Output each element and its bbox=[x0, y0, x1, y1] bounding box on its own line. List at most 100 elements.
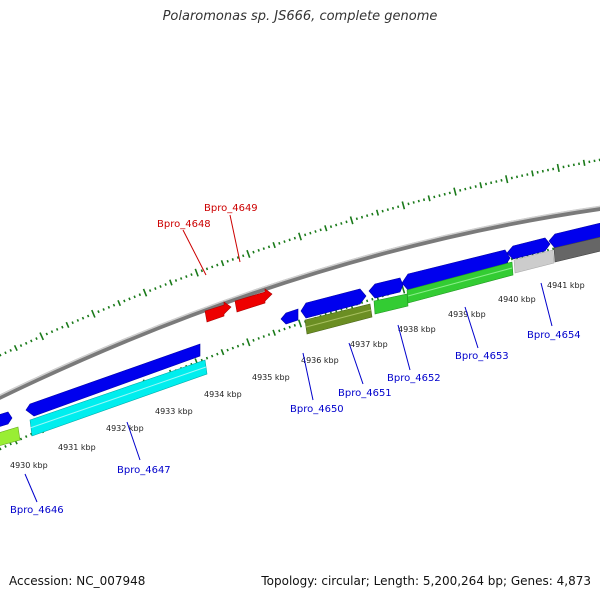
ruler-tick bbox=[45, 332, 49, 336]
ruler-tick bbox=[433, 195, 436, 199]
ruler-tick bbox=[582, 159, 586, 166]
ruler-tick bbox=[148, 289, 152, 293]
gene-label-bpro-4646[interactable]: Bpro_4646 bbox=[10, 505, 64, 516]
tick-label: 4932 kbp bbox=[106, 424, 144, 433]
gene-label-bpro-4651[interactable]: Bpro_4651 bbox=[338, 388, 392, 399]
ruler-tick bbox=[479, 182, 483, 189]
ruler-tick bbox=[35, 337, 38, 341]
cds-bpro-4649[interactable] bbox=[234, 288, 273, 313]
ruler-tick bbox=[252, 338, 255, 342]
ruler-tick bbox=[546, 248, 550, 252]
cds-bpro-4648[interactable] bbox=[204, 301, 232, 323]
ruler-tick bbox=[210, 354, 214, 358]
ruler-tick bbox=[283, 240, 286, 243]
ruler-tick bbox=[381, 209, 384, 213]
ruler-tick bbox=[24, 435, 28, 438]
ruler-tick bbox=[314, 230, 317, 233]
gene-label-bpro-4648[interactable]: Bpro_4648 bbox=[157, 219, 211, 230]
ruler-tick bbox=[459, 188, 462, 192]
ruler-tick bbox=[257, 248, 260, 252]
cds-bpro-4646[interactable] bbox=[0, 411, 13, 428]
ruler-tick bbox=[55, 327, 59, 331]
ruler-tick bbox=[531, 170, 534, 177]
ruler-tick bbox=[371, 297, 374, 301]
ruler-tick bbox=[86, 314, 90, 318]
ruler-tick bbox=[19, 437, 23, 441]
ruler-tick bbox=[142, 288, 148, 297]
ruler-tick bbox=[304, 233, 307, 237]
track-yellowgreen[interactable] bbox=[0, 426, 21, 447]
ruler-tick bbox=[283, 327, 286, 331]
tick-label: 4937 kbp bbox=[350, 340, 388, 349]
ruler-tick bbox=[371, 212, 374, 216]
ruler-tick bbox=[293, 236, 296, 240]
cds-bpro-4652[interactable] bbox=[368, 277, 404, 299]
cds-bpro-4654a[interactable] bbox=[506, 237, 551, 260]
ruler-tick bbox=[97, 310, 100, 314]
label-leaders bbox=[24, 214, 553, 503]
gene-label-bpro-4649[interactable]: Bpro_4649 bbox=[204, 203, 258, 214]
ruler-tick bbox=[464, 187, 467, 191]
ruler-tick bbox=[242, 254, 245, 258]
gene-label-bpro-4650[interactable]: Bpro_4650 bbox=[290, 404, 344, 415]
ruler-tick bbox=[293, 323, 296, 327]
tick-label: 4938 kbp bbox=[398, 325, 436, 334]
ruler-tick bbox=[375, 209, 380, 216]
track-grey-light[interactable] bbox=[513, 249, 555, 274]
ruler-tick bbox=[220, 349, 225, 356]
gene-label-bpro-4653[interactable]: Bpro_4653 bbox=[455, 351, 509, 362]
ruler-tick bbox=[241, 342, 245, 346]
ruler-tick bbox=[278, 329, 281, 333]
ruler-tick bbox=[278, 241, 281, 245]
ruler-tick bbox=[205, 356, 209, 360]
cds-bpro-4647[interactable] bbox=[25, 343, 201, 417]
ruler-tick bbox=[39, 332, 45, 341]
ruler-tick bbox=[355, 217, 358, 221]
track-cyan[interactable] bbox=[29, 359, 208, 437]
gene-label-bpro-4654[interactable]: Bpro_4654 bbox=[527, 330, 581, 341]
ruler-tick bbox=[262, 247, 265, 250]
ruler-tick bbox=[226, 348, 229, 352]
tick-label: 4940 kbp bbox=[498, 295, 536, 304]
track-grey-dark[interactable] bbox=[553, 236, 600, 263]
ruler-tick bbox=[556, 163, 560, 173]
cds-bpro-4650[interactable] bbox=[280, 308, 299, 325]
ruler-tick bbox=[340, 222, 343, 225]
ruler-tick bbox=[185, 275, 188, 278]
ruler-tick bbox=[13, 344, 18, 352]
ruler-tick bbox=[252, 250, 255, 254]
ruler-tick bbox=[490, 181, 493, 185]
ruler-tick bbox=[349, 216, 354, 225]
ruler-tick bbox=[65, 321, 70, 329]
ruler-tick bbox=[216, 352, 219, 356]
ruler-tick bbox=[484, 182, 488, 186]
ruler-tick bbox=[246, 249, 251, 258]
ruler-tick bbox=[138, 293, 142, 297]
ruler-tick bbox=[407, 202, 410, 206]
ruler-tick bbox=[179, 277, 183, 280]
ruler-tick bbox=[288, 325, 291, 329]
backbone bbox=[0, 205, 600, 400]
ruler-tick bbox=[272, 329, 276, 336]
ruler-tick bbox=[9, 348, 12, 352]
ruler-tick bbox=[397, 205, 400, 209]
gene-label-bpro-4647[interactable]: Bpro_4647 bbox=[117, 465, 171, 476]
ruler-tick bbox=[386, 208, 389, 212]
ruler-tick bbox=[412, 201, 415, 204]
ruler-tick bbox=[133, 295, 136, 299]
ruler-tick bbox=[552, 167, 555, 171]
ruler-tick bbox=[526, 173, 529, 176]
ruler-tick bbox=[61, 325, 64, 329]
track-green-a[interactable] bbox=[373, 293, 409, 315]
map-title: Polaromonas sp. JS666, complete genome bbox=[162, 9, 438, 24]
ruler-tick bbox=[272, 241, 276, 249]
gene-label-bpro-4652[interactable]: Bpro_4652 bbox=[387, 373, 441, 384]
ruler-tick bbox=[76, 318, 80, 322]
ruler-tick bbox=[226, 259, 229, 263]
tick-label: 4941 kbp bbox=[547, 281, 585, 290]
ruler-tick bbox=[257, 337, 260, 340]
ruler-tick bbox=[190, 273, 193, 276]
tick-label: 4936 kbp bbox=[301, 356, 339, 365]
cds-bpro-4651[interactable] bbox=[300, 288, 367, 319]
ruler-tick bbox=[164, 283, 167, 286]
